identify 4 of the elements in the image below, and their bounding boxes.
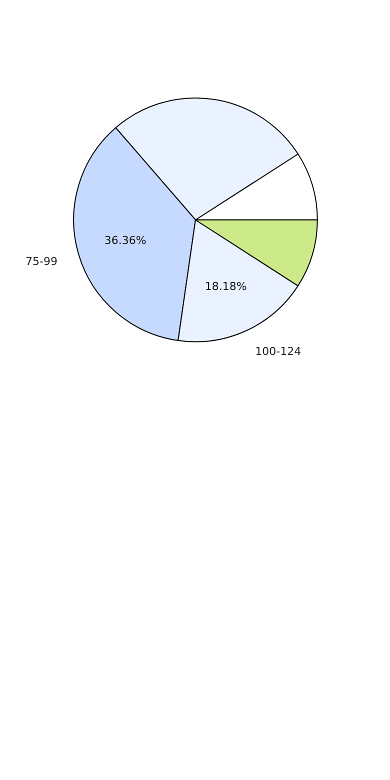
slice-label: 75-99 bbox=[26, 254, 58, 268]
data-label: 36.36% bbox=[104, 234, 146, 247]
slice-label: 100-124 bbox=[255, 345, 302, 358]
data-label: 18.18% bbox=[204, 280, 247, 293]
